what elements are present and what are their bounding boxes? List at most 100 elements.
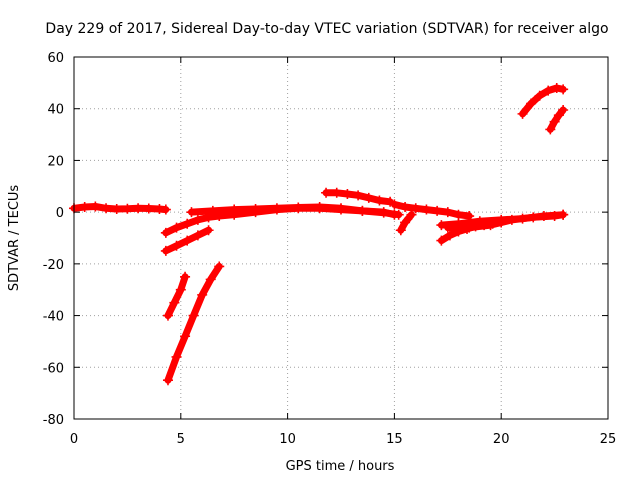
data-point <box>406 209 417 220</box>
data-point <box>171 240 182 251</box>
data-point <box>250 204 261 215</box>
series-trace <box>164 273 189 320</box>
data-point <box>180 271 191 282</box>
data-point <box>331 187 342 198</box>
chart-title: Day 229 of 2017, Sidereal Day-to-day VTE… <box>45 21 608 37</box>
y-tick-label: 60 <box>47 51 64 66</box>
data-point <box>378 207 389 218</box>
data-point <box>143 203 154 214</box>
data-point <box>528 212 539 223</box>
y-tick-label: 0 <box>56 206 64 221</box>
data-point <box>186 207 197 218</box>
data-point <box>517 108 528 119</box>
data-point <box>207 205 218 216</box>
data-point <box>182 235 193 246</box>
y-tick-label: 20 <box>47 154 64 169</box>
x-tick-label: 5 <box>177 432 185 447</box>
data-point <box>336 203 346 214</box>
data-point <box>432 205 443 216</box>
data-point <box>558 105 569 116</box>
data-point <box>551 83 562 94</box>
x-tick-label: 20 <box>493 432 510 447</box>
series-8 <box>389 199 475 222</box>
data-point <box>160 245 171 256</box>
data-point <box>321 187 332 198</box>
data-point <box>436 235 447 246</box>
data-point <box>192 214 203 225</box>
y-tick-label: 40 <box>47 103 64 118</box>
series-3 <box>160 225 214 256</box>
series-14 <box>545 105 569 135</box>
x-tick-labels: 0 5 10 15 20 25 <box>70 432 616 447</box>
grid-lines <box>74 57 608 419</box>
data-point <box>558 209 569 220</box>
data-point <box>389 199 400 210</box>
data-point <box>444 230 455 241</box>
data-point <box>436 220 447 231</box>
data-point <box>400 201 411 212</box>
data-point <box>122 203 133 214</box>
y-tick-labels: -80 -60 -40 -20 0 20 40 60 <box>43 51 64 428</box>
series-4 <box>186 201 404 220</box>
data-point <box>229 204 240 215</box>
y-tick-label: -60 <box>43 361 64 376</box>
data-point <box>203 225 214 236</box>
series-trace <box>546 106 567 133</box>
data-point <box>400 217 411 228</box>
data-point <box>169 297 180 308</box>
data-point <box>534 90 545 101</box>
data-point <box>526 98 537 109</box>
data-point <box>79 201 90 212</box>
data-point <box>192 230 203 241</box>
data-point <box>442 207 453 218</box>
data-point <box>485 220 496 231</box>
y-tick-label: -80 <box>43 413 64 428</box>
data-point <box>421 204 432 215</box>
x-tick-label: 25 <box>600 432 617 447</box>
data-point <box>133 203 144 214</box>
x-tick-label: 10 <box>279 432 296 447</box>
series-trace <box>164 262 223 384</box>
x-axis-label: GPS time / hours <box>286 459 395 474</box>
data-point <box>162 310 173 321</box>
data-point <box>357 205 368 216</box>
series-13 <box>517 83 569 119</box>
data-point <box>442 222 453 233</box>
data-point <box>410 203 421 214</box>
data-point <box>101 203 112 214</box>
data-point <box>374 195 385 206</box>
axis-ticks <box>73 56 609 420</box>
y-axis-label: SDTVAR / TECUs <box>7 185 22 292</box>
data-point <box>558 84 569 95</box>
data-point <box>342 189 353 200</box>
series-12 <box>442 209 569 233</box>
data-point <box>549 116 560 127</box>
data-point <box>162 375 173 386</box>
data-point <box>197 289 208 300</box>
data-point <box>171 222 182 233</box>
data-point <box>111 204 122 215</box>
data-point <box>160 227 171 238</box>
series-9 <box>395 209 417 236</box>
data-point <box>393 209 404 220</box>
data-point <box>545 124 556 135</box>
data-point <box>543 85 554 96</box>
series-1 <box>69 201 171 215</box>
data-point <box>464 222 475 233</box>
data-point <box>453 209 464 220</box>
x-tick-label: 15 <box>386 432 403 447</box>
y-tick-label: -40 <box>43 310 64 325</box>
data-point <box>314 201 325 212</box>
data-point <box>553 110 564 121</box>
data-point <box>353 190 364 201</box>
series-7 <box>321 187 396 207</box>
data-point <box>175 284 186 295</box>
data-point <box>182 218 193 229</box>
data-point <box>271 203 282 214</box>
data-traces <box>69 83 569 386</box>
data-point <box>214 261 225 272</box>
series-trace <box>70 203 170 214</box>
data-point <box>188 310 199 321</box>
data-point <box>90 201 101 212</box>
